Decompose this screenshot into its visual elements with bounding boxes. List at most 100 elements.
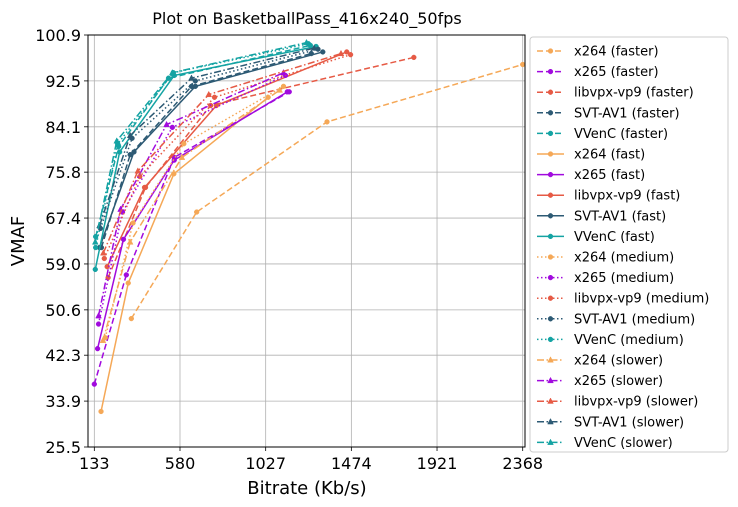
data-point — [141, 184, 148, 191]
legend-label: SVT-AV1 (medium) — [574, 312, 695, 327]
data-point — [125, 280, 131, 286]
series-line — [104, 85, 284, 338]
data-point — [128, 315, 134, 322]
legend-entry: SVT-AV1 (fast) — [537, 209, 666, 224]
legend-label: x264 (medium) — [574, 251, 674, 266]
series-9 — [92, 43, 319, 273]
legend-label: VVenC (medium) — [574, 333, 684, 348]
series-0 — [128, 61, 526, 322]
series-line — [97, 72, 284, 317]
data-point — [93, 244, 99, 251]
legend-label: SVT-AV1 (slower) — [574, 415, 684, 430]
series-line — [102, 52, 342, 254]
data-point — [130, 220, 136, 226]
data-point — [337, 49, 345, 57]
legend-label: libvpx-vp9 (faster) — [574, 86, 694, 101]
series-17 — [100, 49, 345, 256]
legend-marker — [547, 110, 554, 116]
axis-ticks: 133 580 1027 1474 1921 2368 25.5 33.9 42.3 50.6 59… — [35, 26, 543, 473]
legend-entries: x264 (faster) x265 (faster) libvpx-vp9 (fa… — [537, 45, 709, 451]
data-point — [131, 149, 137, 155]
legend-label: SVT-AV1 (fast) — [574, 209, 666, 224]
series-line — [98, 51, 323, 248]
y-tick-label: 100.9 — [35, 26, 81, 45]
series-6 — [94, 89, 290, 352]
series-line — [97, 74, 286, 325]
data-point — [169, 68, 176, 76]
x-axis-label: Bitrate (Kb/s) — [247, 478, 366, 499]
series-line — [94, 45, 317, 270]
data-point — [169, 124, 175, 130]
legend-label: x264 (slower) — [574, 354, 663, 369]
data-point — [194, 209, 200, 215]
series-layer — [91, 38, 526, 415]
legend-marker — [547, 356, 554, 363]
y-tick-label: 75.8 — [45, 163, 81, 182]
data-point — [113, 137, 121, 144]
y-tick-label: 50.6 — [45, 301, 81, 320]
data-point — [98, 408, 104, 415]
y-tick-label: 84.1 — [45, 118, 81, 137]
data-point — [280, 83, 287, 90]
legend-entry: VVenC (slower) — [537, 436, 673, 451]
legend-label: x265 (fast) — [574, 168, 645, 183]
series-line — [99, 48, 319, 229]
data-point — [134, 167, 142, 174]
legend-label: x265 (faster) — [574, 65, 659, 80]
data-point — [95, 312, 102, 319]
legend-marker — [547, 192, 554, 198]
data-point — [91, 238, 99, 245]
y-tick-label: 59.0 — [45, 255, 81, 274]
y-tick-label: 25.5 — [45, 438, 81, 457]
legend-entry: libvpx-vp9 (faster) — [537, 86, 694, 101]
legend-marker — [547, 316, 554, 322]
legend-label: libvpx-vp9 (slower) — [574, 395, 698, 410]
y-tick-label: 42.3 — [45, 346, 81, 365]
data-point — [178, 153, 186, 160]
legend-label: VVenC (slower) — [574, 436, 673, 451]
legend-marker — [547, 438, 554, 445]
series-line — [100, 96, 269, 412]
data-point — [310, 44, 318, 51]
data-point — [181, 141, 187, 147]
data-point — [95, 321, 102, 327]
y-tick-label: 33.9 — [45, 392, 81, 411]
data-point — [126, 131, 134, 139]
series-10 — [102, 83, 287, 341]
data-point — [344, 49, 350, 55]
x-tick-label: 2368 — [502, 454, 543, 473]
legend-entry: x264 (faster) — [537, 45, 659, 60]
data-point — [192, 83, 198, 90]
legend-label: x265 (slower) — [574, 374, 663, 389]
legend-marker — [547, 295, 554, 301]
legend-entry: x264 (slower) — [537, 354, 663, 369]
legend-label: VVenC (faster) — [574, 127, 668, 142]
legend-marker — [547, 213, 554, 219]
legend-entry: x264 (fast) — [537, 148, 645, 163]
data-point — [100, 249, 107, 256]
data-point — [280, 68, 287, 76]
legend-marker — [547, 397, 554, 404]
legend-entry: VVenC (faster) — [537, 127, 668, 142]
x-tick-label: 1921 — [417, 454, 458, 473]
legend-entry: SVT-AV1 (medium) — [537, 312, 695, 327]
legend-entry: x265 (medium) — [537, 271, 674, 286]
series-line — [102, 89, 281, 341]
y-tick-label: 92.5 — [45, 72, 81, 91]
plot-frame — [87, 34, 526, 448]
data-point — [411, 54, 417, 61]
legend-entry: x265 (slower) — [537, 374, 663, 389]
plot-area: 133 580 1027 1474 1921 2368 25.5 33.9 42.3 50.6 59… — [35, 26, 543, 473]
data-point — [94, 345, 101, 352]
series-15 — [99, 86, 283, 343]
legend-label: SVT-AV1 (faster) — [574, 106, 680, 121]
series-line — [98, 47, 315, 226]
data-point — [320, 49, 326, 55]
legend-marker — [547, 376, 554, 384]
data-point — [92, 266, 98, 273]
legend-label: x264 (faster) — [574, 45, 659, 60]
x-tick-label: 580 — [165, 454, 196, 473]
series-line — [107, 56, 415, 278]
data-point — [205, 90, 213, 98]
data-point — [520, 61, 526, 68]
